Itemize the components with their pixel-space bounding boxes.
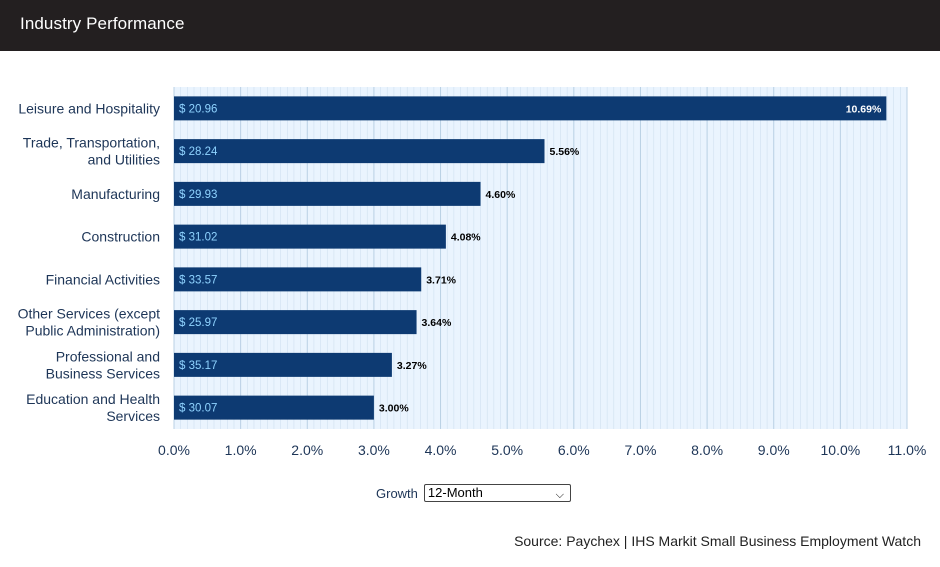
x-tick-label: 3.0%	[358, 442, 390, 458]
bar	[174, 181, 481, 206]
growth-period-select[interactable]: 12-Month ⌵	[423, 484, 571, 502]
category-label: Trade, Transportation, and Utilities	[23, 135, 160, 168]
bar	[174, 224, 446, 249]
category-label: Leisure and Hospitality	[18, 100, 160, 116]
wage-label: $ 29.93	[179, 189, 217, 201]
x-tick-label: 0.0%	[158, 442, 190, 458]
wage-label: $ 31.02	[179, 232, 217, 244]
x-tick-label: 2.0%	[291, 442, 323, 458]
x-tick-label: 9.0%	[758, 442, 790, 458]
wage-label: $ 28.24	[179, 146, 218, 158]
x-tick-label: 6.0%	[558, 442, 590, 458]
x-tick-label: 5.0%	[491, 442, 523, 458]
category-label: Manufacturing	[71, 186, 160, 202]
chevron-down-icon: ⌵	[555, 489, 564, 501]
category-label: Financial Activities	[46, 271, 160, 287]
growth-control: Growth 12-Month ⌵	[376, 484, 571, 502]
bar	[174, 310, 417, 335]
bar	[174, 267, 422, 292]
industry-bar-chart: 0.0% 1.0% 2.0% 3.0% 4.0% 5.0% 6.0% 7.0% 8.0% 9.0%…	[18, 87, 927, 458]
wage-label: $ 35.17	[179, 360, 217, 372]
wage-label: $ 33.57	[179, 274, 217, 286]
x-tick-label: 7.0%	[624, 442, 656, 458]
x-tick-label: 8.0%	[691, 442, 723, 458]
data-label: 4.60%	[486, 189, 516, 201]
x-tick-label: 4.0%	[425, 442, 457, 458]
data-label: 10.69%	[846, 103, 882, 115]
data-label: 4.08%	[451, 232, 481, 244]
page-title: Industry Performance	[20, 14, 185, 33]
data-label: 3.27%	[397, 360, 427, 372]
data-label: 3.00%	[379, 403, 409, 415]
bar	[174, 395, 374, 420]
wage-label: $ 30.07	[179, 403, 217, 415]
category-label: Education and Health Services	[26, 391, 160, 424]
data-label: 5.56%	[549, 146, 579, 158]
growth-label: Growth	[376, 485, 418, 501]
wage-label: $ 25.97	[179, 317, 217, 329]
x-tick-label: 1.0%	[225, 442, 257, 458]
data-label: 3.64%	[422, 317, 452, 329]
bar	[174, 96, 887, 121]
category-label: Professional and Business Services	[46, 348, 160, 381]
bar	[174, 139, 545, 164]
category-label: Construction	[81, 229, 160, 245]
bar	[174, 352, 392, 377]
x-tick-label: 10.0%	[821, 442, 861, 458]
category-label: Other Services (except Public Administrat…	[18, 306, 160, 339]
header-bar: Industry Performance	[0, 0, 940, 51]
data-label: 3.71%	[426, 274, 456, 286]
growth-period-value: 12-Month	[427, 485, 483, 500]
wage-label: $ 20.96	[179, 103, 217, 115]
source-note: Source: Paychex | IHS Markit Small Busin…	[514, 533, 921, 549]
x-tick-label: 11.0%	[888, 442, 927, 458]
